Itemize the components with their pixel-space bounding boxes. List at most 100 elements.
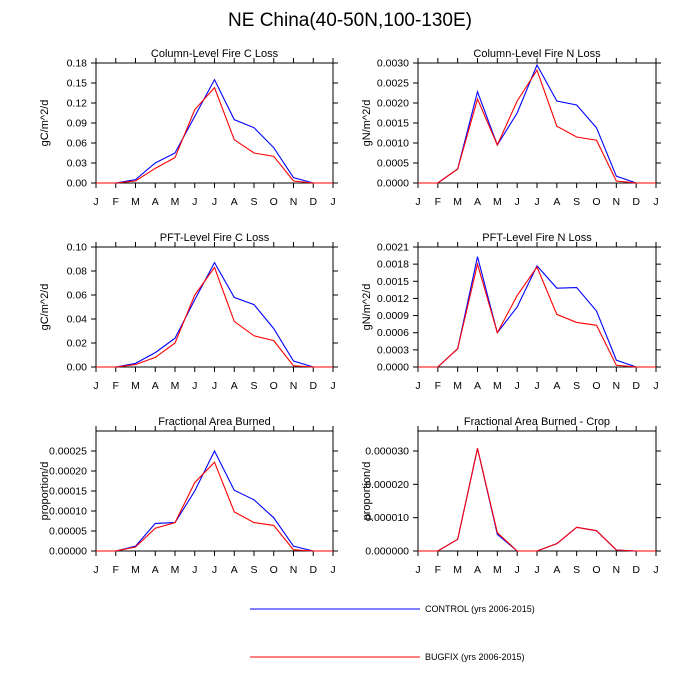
x-tick-label: J — [534, 564, 539, 576]
y-tick-label: 0.18 — [67, 58, 88, 70]
y-tick-label: 0.00025 — [49, 446, 87, 458]
y-axis-label: gC/m^2/d — [39, 284, 51, 331]
plot-frame — [95, 430, 334, 552]
x-tick-label: J — [515, 564, 520, 576]
chart-title: PFT-Level Fire N Loss — [482, 232, 592, 244]
y-tick-label: 0.0012 — [377, 293, 409, 305]
y-tick-label: 0.00000 — [49, 546, 87, 558]
y-tick-label: 0.0005 — [377, 158, 409, 170]
y-tick-label: 0.06 — [67, 290, 88, 302]
x-tick-label: A — [231, 196, 238, 208]
y-tick-label: 0.00 — [67, 362, 88, 374]
series-line-control — [96, 449, 333, 552]
chart-panel-6: Fractional Area Burned - Crop proportion/… — [361, 416, 661, 576]
x-tick-label: J — [415, 564, 420, 576]
x-tick-label: A — [553, 564, 560, 576]
series-line-control — [418, 63, 656, 184]
x-tick-label: N — [613, 380, 621, 392]
y-tick-label: 0.03 — [67, 158, 88, 170]
y-axis-label: proportion/d — [361, 462, 373, 521]
series-line-bugfix — [96, 86, 333, 184]
x-tick-label: F — [435, 196, 441, 208]
x-tick-label: N — [613, 564, 621, 576]
legend-label-control: CONTROL (yrs 2006-2015) — [425, 604, 535, 614]
y-tick-label: 0.08 — [67, 266, 88, 278]
x-tick-label: F — [435, 380, 441, 392]
chart-title: PFT-Level Fire C Loss — [160, 232, 270, 244]
plot-frame — [95, 246, 334, 368]
x-tick-label: J — [330, 564, 335, 576]
x-tick-label: A — [231, 380, 238, 392]
x-tick-label: A — [474, 196, 481, 208]
x-tick-label: S — [573, 380, 580, 392]
x-tick-label: M — [493, 196, 502, 208]
plot-frame — [95, 62, 334, 184]
x-tick-label: A — [553, 380, 560, 392]
legend-label-bugfix: BUGFIX (yrs 2006-2015) — [425, 652, 525, 662]
x-tick-label: S — [573, 196, 580, 208]
x-tick-label: A — [231, 564, 238, 576]
y-tick-label: 0.0009 — [377, 310, 409, 322]
x-tick-label: F — [435, 564, 441, 576]
x-tick-label: J — [515, 196, 520, 208]
chart-title: Column-Level Fire N Loss — [473, 48, 601, 60]
y-tick-label: 0.15 — [67, 78, 88, 90]
x-tick-label: J — [653, 196, 658, 208]
x-tick-label: O — [592, 380, 600, 392]
x-tick-label: J — [415, 380, 420, 392]
x-tick-label: J — [534, 196, 539, 208]
x-tick-label: O — [592, 564, 600, 576]
x-tick-label: M — [131, 564, 140, 576]
y-tick-label: 0.0000 — [377, 178, 409, 190]
y-tick-label: 0.06 — [67, 138, 88, 150]
x-tick-label: A — [152, 564, 159, 576]
x-tick-label: O — [270, 380, 278, 392]
y-tick-label: 0.02 — [67, 338, 88, 350]
x-tick-label: J — [93, 196, 98, 208]
y-tick-label: 0.00015 — [49, 486, 87, 498]
y-tick-label: 0.12 — [67, 98, 88, 110]
y-axis-label: gN/m^2/d — [361, 100, 373, 147]
y-tick-label: 0.00010 — [49, 506, 87, 518]
x-tick-label: M — [453, 564, 462, 576]
x-tick-label: D — [309, 196, 317, 208]
y-tick-label: 0.00 — [67, 178, 88, 190]
x-tick-label: J — [330, 196, 335, 208]
y-tick-label: 0.0003 — [377, 344, 409, 356]
x-tick-label: J — [515, 380, 520, 392]
plot-frame — [417, 246, 657, 368]
x-tick-label: M — [171, 196, 180, 208]
y-axis-label: proportion/d — [39, 462, 51, 521]
y-tick-label: 0.00020 — [49, 466, 87, 478]
x-tick-label: J — [330, 380, 335, 392]
y-tick-label: 0.0025 — [377, 78, 409, 90]
x-tick-label: M — [453, 196, 462, 208]
x-tick-label: M — [131, 380, 140, 392]
y-tick-label: 0.0018 — [377, 259, 409, 271]
x-tick-label: J — [534, 380, 539, 392]
y-tick-label: 0.00005 — [49, 526, 87, 538]
x-tick-label: O — [270, 196, 278, 208]
series-line-bugfix — [418, 448, 656, 552]
x-tick-label: J — [93, 380, 98, 392]
x-tick-label: S — [250, 196, 257, 208]
y-tick-label: 0.0020 — [377, 98, 409, 110]
x-tick-label: M — [453, 380, 462, 392]
series-line-control — [96, 261, 333, 368]
x-tick-label: M — [171, 380, 180, 392]
x-tick-label: J — [212, 196, 217, 208]
y-tick-label: 0.000010 — [365, 512, 409, 524]
x-tick-label: N — [290, 380, 298, 392]
x-tick-label: J — [212, 380, 217, 392]
x-tick-label: M — [171, 564, 180, 576]
x-tick-label: D — [632, 380, 640, 392]
x-tick-label: J — [212, 564, 217, 576]
x-tick-label: S — [250, 564, 257, 576]
y-axis-label: gN/m^2/d — [361, 284, 373, 331]
